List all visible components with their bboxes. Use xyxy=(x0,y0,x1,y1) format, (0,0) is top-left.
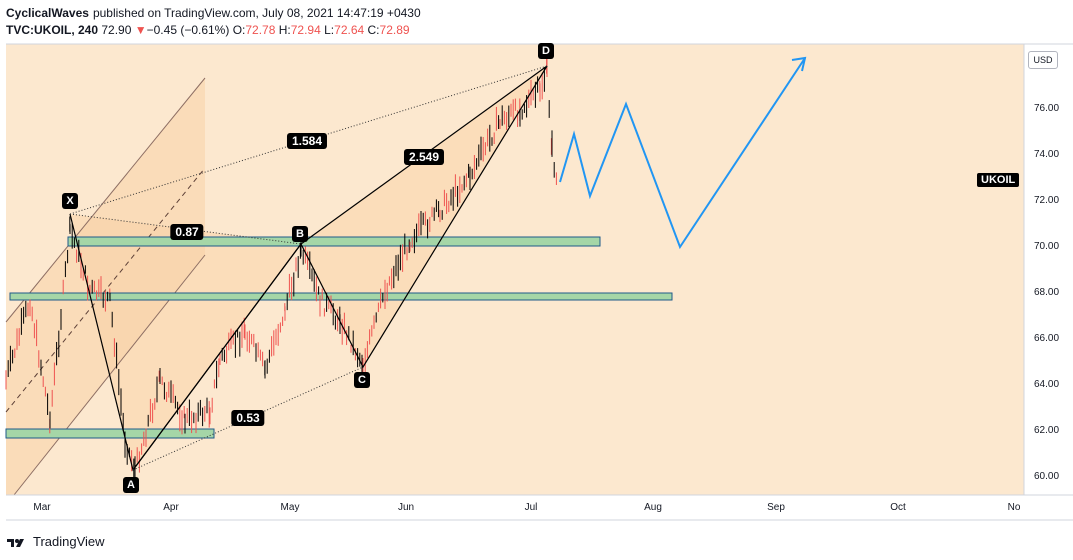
pattern-triangle-bcd xyxy=(301,66,547,367)
zone-upper xyxy=(67,236,601,247)
projection-path xyxy=(559,57,806,250)
chart-header: CyclicalWaves published on TradingView.co… xyxy=(6,5,706,39)
channel-median-line xyxy=(5,167,206,413)
author-name[interactable]: CyclicalWaves xyxy=(6,6,89,20)
projection-arrow-icon xyxy=(791,56,807,72)
parallel-channel xyxy=(6,78,205,495)
ohlc-line: TVC:UKOIL, 240 72.90 ▼−0.45 (−0.61%) O:7… xyxy=(6,22,706,39)
footer: TradingView xyxy=(6,534,105,549)
publish-line: CyclicalWaves published on TradingView.co… xyxy=(6,5,706,22)
price-change: −0.45 (−0.61%) xyxy=(146,23,230,37)
channel-upper-line xyxy=(5,77,206,323)
tradingview-logo-icon xyxy=(7,538,24,547)
zone-middle xyxy=(9,292,673,301)
publish-info: published on TradingView.com, July 08, 2… xyxy=(92,6,421,20)
zone-lower xyxy=(5,428,215,439)
ab-leg xyxy=(132,243,302,471)
open-label: O: xyxy=(232,23,246,37)
close-value: 72.89 xyxy=(379,23,410,37)
open-value: 72.78 xyxy=(245,23,276,37)
close-label: C: xyxy=(367,23,380,37)
symbol-interval[interactable]: TVC:UKOIL, 240 xyxy=(6,23,99,37)
brand-name[interactable]: TradingView xyxy=(33,534,105,549)
low-value: 72.64 xyxy=(334,23,365,37)
low-label: L: xyxy=(324,23,335,37)
high-label: H: xyxy=(278,23,291,37)
last-price: 72.90 xyxy=(101,23,132,37)
high-value: 72.94 xyxy=(290,23,321,37)
change-arrow-icon: ▼ xyxy=(134,23,147,37)
